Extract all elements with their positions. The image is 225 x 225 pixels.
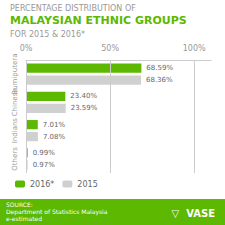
- svg-text:Department of Statistics Malay: Department of Statistics Malaysia: [6, 208, 108, 215]
- svg-text:68.36%: 68.36%: [146, 76, 173, 84]
- svg-text:e-estimated: e-estimated: [6, 215, 42, 222]
- svg-text:0.99%: 0.99%: [33, 149, 56, 157]
- svg-text:68.59%: 68.59%: [146, 64, 173, 72]
- svg-text:FOR 2015 & 2016*: FOR 2015 & 2016*: [10, 30, 85, 39]
- svg-text:23.40%: 23.40%: [70, 92, 97, 100]
- svg-text:23.59%: 23.59%: [71, 104, 98, 112]
- svg-text:0.97%: 0.97%: [33, 161, 56, 169]
- svg-text:PERCENTAGE DISTRIBUTION OF: PERCENTAGE DISTRIBUTION OF: [10, 4, 136, 13]
- svg-text:0%: 0%: [20, 44, 33, 53]
- svg-text:SOURCE:: SOURCE:: [6, 201, 33, 208]
- svg-text:7.08%: 7.08%: [43, 133, 66, 141]
- svg-text:2016*: 2016*: [30, 180, 54, 189]
- svg-text:▽ VASE: ▽ VASE: [172, 208, 216, 219]
- svg-text:Indians: Indians: [11, 118, 19, 144]
- svg-text:Bumiputera: Bumiputera: [10, 53, 19, 95]
- svg-text:2015: 2015: [77, 180, 97, 189]
- svg-text:Chinese: Chinese: [11, 88, 19, 116]
- svg-text:MALAYSIAN ETHNIC GROUPS: MALAYSIAN ETHNIC GROUPS: [10, 14, 187, 27]
- svg-text:50%: 50%: [101, 44, 119, 53]
- svg-text:7.01%: 7.01%: [43, 121, 66, 129]
- svg-text:100%: 100%: [183, 44, 206, 53]
- svg-text:Others: Others: [11, 147, 19, 171]
